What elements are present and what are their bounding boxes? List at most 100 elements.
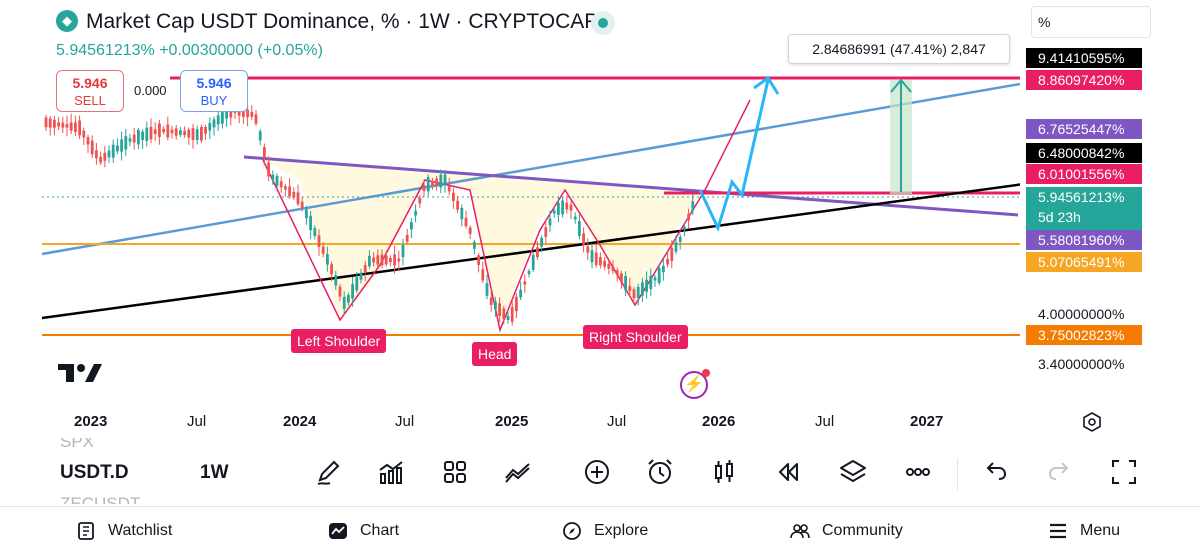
candle-body <box>628 286 632 291</box>
bottom-navigation: Watchlist Chart Explore Community Menu <box>0 506 1200 554</box>
scale-unit-selector[interactable]: % <box>1031 6 1151 38</box>
candle-body <box>443 174 447 186</box>
current-symbol[interactable]: USDT.D <box>60 462 129 483</box>
price-label: 6.01001556% <box>1026 164 1142 184</box>
price-label: 3.75002823% <box>1026 325 1142 345</box>
candle-body <box>90 140 94 155</box>
channel-line <box>41 82 1020 256</box>
replay-button[interactable] <box>770 452 806 492</box>
indicators-button[interactable] <box>373 452 409 492</box>
candle-body <box>99 156 102 163</box>
neckline <box>243 155 1019 217</box>
candle-body <box>330 264 333 275</box>
candle-body <box>594 252 598 265</box>
spread-value: 0.000 <box>134 83 167 98</box>
candle-body <box>368 255 371 267</box>
candle-body <box>527 270 531 275</box>
candle-body <box>48 118 52 128</box>
fullscreen-button[interactable] <box>1106 452 1142 492</box>
candle-body <box>489 297 493 306</box>
price-label: 8.86097420% <box>1026 70 1142 90</box>
candle-body <box>107 150 111 158</box>
candle-body <box>267 162 270 177</box>
price-label: 6.76525447% <box>1026 119 1142 139</box>
buy-button[interactable]: 5.946 BUY <box>180 70 248 112</box>
candle-body <box>611 266 615 271</box>
candle-body <box>561 200 564 215</box>
right-shoulder-label[interactable]: Right Shoulder <box>583 325 688 349</box>
nav-community-label: Community <box>822 522 903 539</box>
candle-body <box>431 180 434 186</box>
candle-body <box>389 257 392 263</box>
candle-body <box>288 186 291 197</box>
projection-arrowhead <box>753 75 780 95</box>
interval-selector[interactable]: 1W <box>200 462 229 483</box>
layout-button[interactable] <box>437 452 473 492</box>
compare-button[interactable] <box>500 452 536 492</box>
candle-body <box>468 227 472 234</box>
candle-body <box>82 130 86 138</box>
candle-body <box>74 122 77 133</box>
market-status-icon[interactable] <box>591 11 615 35</box>
trendline <box>41 183 1020 320</box>
candle-body <box>372 257 375 263</box>
candle-body <box>263 147 266 159</box>
more-button[interactable] <box>900 452 936 492</box>
symbol-switcher[interactable]: SPX USDT.D 1W ZECUSDT <box>0 438 300 504</box>
candle-body <box>69 122 73 131</box>
candle-body <box>666 258 669 265</box>
candle-body <box>456 200 459 210</box>
compass-icon <box>563 522 581 540</box>
objects-tree-button[interactable] <box>835 452 871 492</box>
candle-body <box>137 129 140 145</box>
chart-style-button[interactable] <box>706 452 742 492</box>
replay-icon <box>779 463 798 481</box>
candle-body <box>271 174 275 180</box>
candle-body <box>599 257 602 266</box>
axis-settings-icon[interactable] <box>1082 412 1102 432</box>
candle-body <box>653 277 657 281</box>
candle-body <box>246 109 249 118</box>
redo-button[interactable] <box>1042 452 1078 492</box>
time-label: 2027 <box>910 413 944 430</box>
nav-explore-label: Explore <box>594 522 649 539</box>
undo-button[interactable] <box>977 452 1013 492</box>
candle-body <box>359 272 363 280</box>
layers-icon <box>840 460 866 483</box>
chart-toolbar <box>300 452 1160 496</box>
candle-body <box>166 124 170 138</box>
candle-body <box>691 201 695 211</box>
time-label: 2025 <box>495 413 529 430</box>
symbol-title[interactable]: Market Cap USDT Dominance, % · 1W · CRYP… <box>86 10 599 33</box>
candle-body <box>586 246 590 253</box>
candle-body <box>674 242 678 252</box>
candle-body <box>225 107 228 119</box>
candle-body <box>242 108 245 117</box>
sell-button[interactable]: 5.946 SELL <box>56 70 124 112</box>
candle-body <box>485 283 489 296</box>
time-label: Jul <box>187 413 207 430</box>
add-button[interactable] <box>579 452 615 492</box>
time-label: Jul <box>815 413 835 430</box>
candle-body <box>254 114 258 124</box>
candle-body <box>582 233 585 245</box>
alert-button[interactable] <box>642 452 678 492</box>
candle-body <box>183 131 186 136</box>
next-symbol[interactable]: ZECUSDT <box>60 494 141 504</box>
lightning-icon[interactable]: ⚡ <box>680 369 710 399</box>
candle-body <box>670 247 674 261</box>
compare-icon <box>505 463 530 483</box>
candle-body <box>204 127 207 134</box>
candle-body <box>645 279 648 292</box>
candle-body <box>342 296 346 309</box>
candle-body <box>632 289 636 299</box>
head-label[interactable]: Head <box>472 342 518 366</box>
price-label: 3.40000000% <box>1038 356 1125 372</box>
candle-body <box>569 204 573 211</box>
last-price-change: 5.94561213% +0.00300000 (+0.05%) <box>56 42 323 59</box>
left-shoulder-label[interactable]: Left Shoulder <box>291 329 387 353</box>
previous-symbol[interactable]: SPX <box>60 438 95 451</box>
drawing-tool-button[interactable] <box>310 452 346 492</box>
candle-body <box>624 276 627 291</box>
buy-label: BUY <box>200 93 228 108</box>
